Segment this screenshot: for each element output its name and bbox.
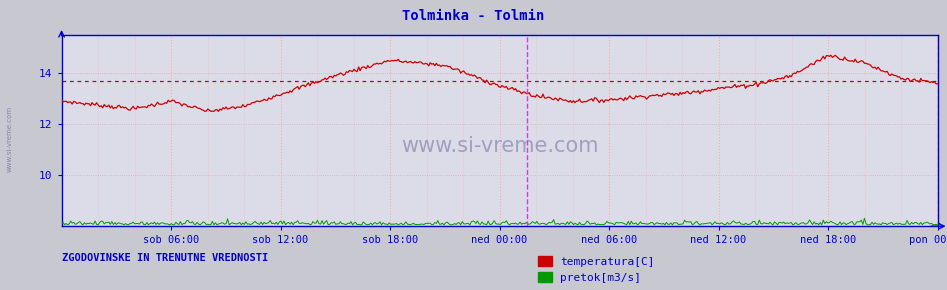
Text: www.si-vreme.com: www.si-vreme.com <box>7 106 12 172</box>
Text: ZGODOVINSKE IN TRENUTNE VREDNOSTI: ZGODOVINSKE IN TRENUTNE VREDNOSTI <box>62 253 268 263</box>
Text: www.si-vreme.com: www.si-vreme.com <box>401 136 599 156</box>
Text: Tolminka - Tolmin: Tolminka - Tolmin <box>402 9 545 23</box>
Legend: temperatura[C], pretok[m3/s]: temperatura[C], pretok[m3/s] <box>534 252 659 287</box>
